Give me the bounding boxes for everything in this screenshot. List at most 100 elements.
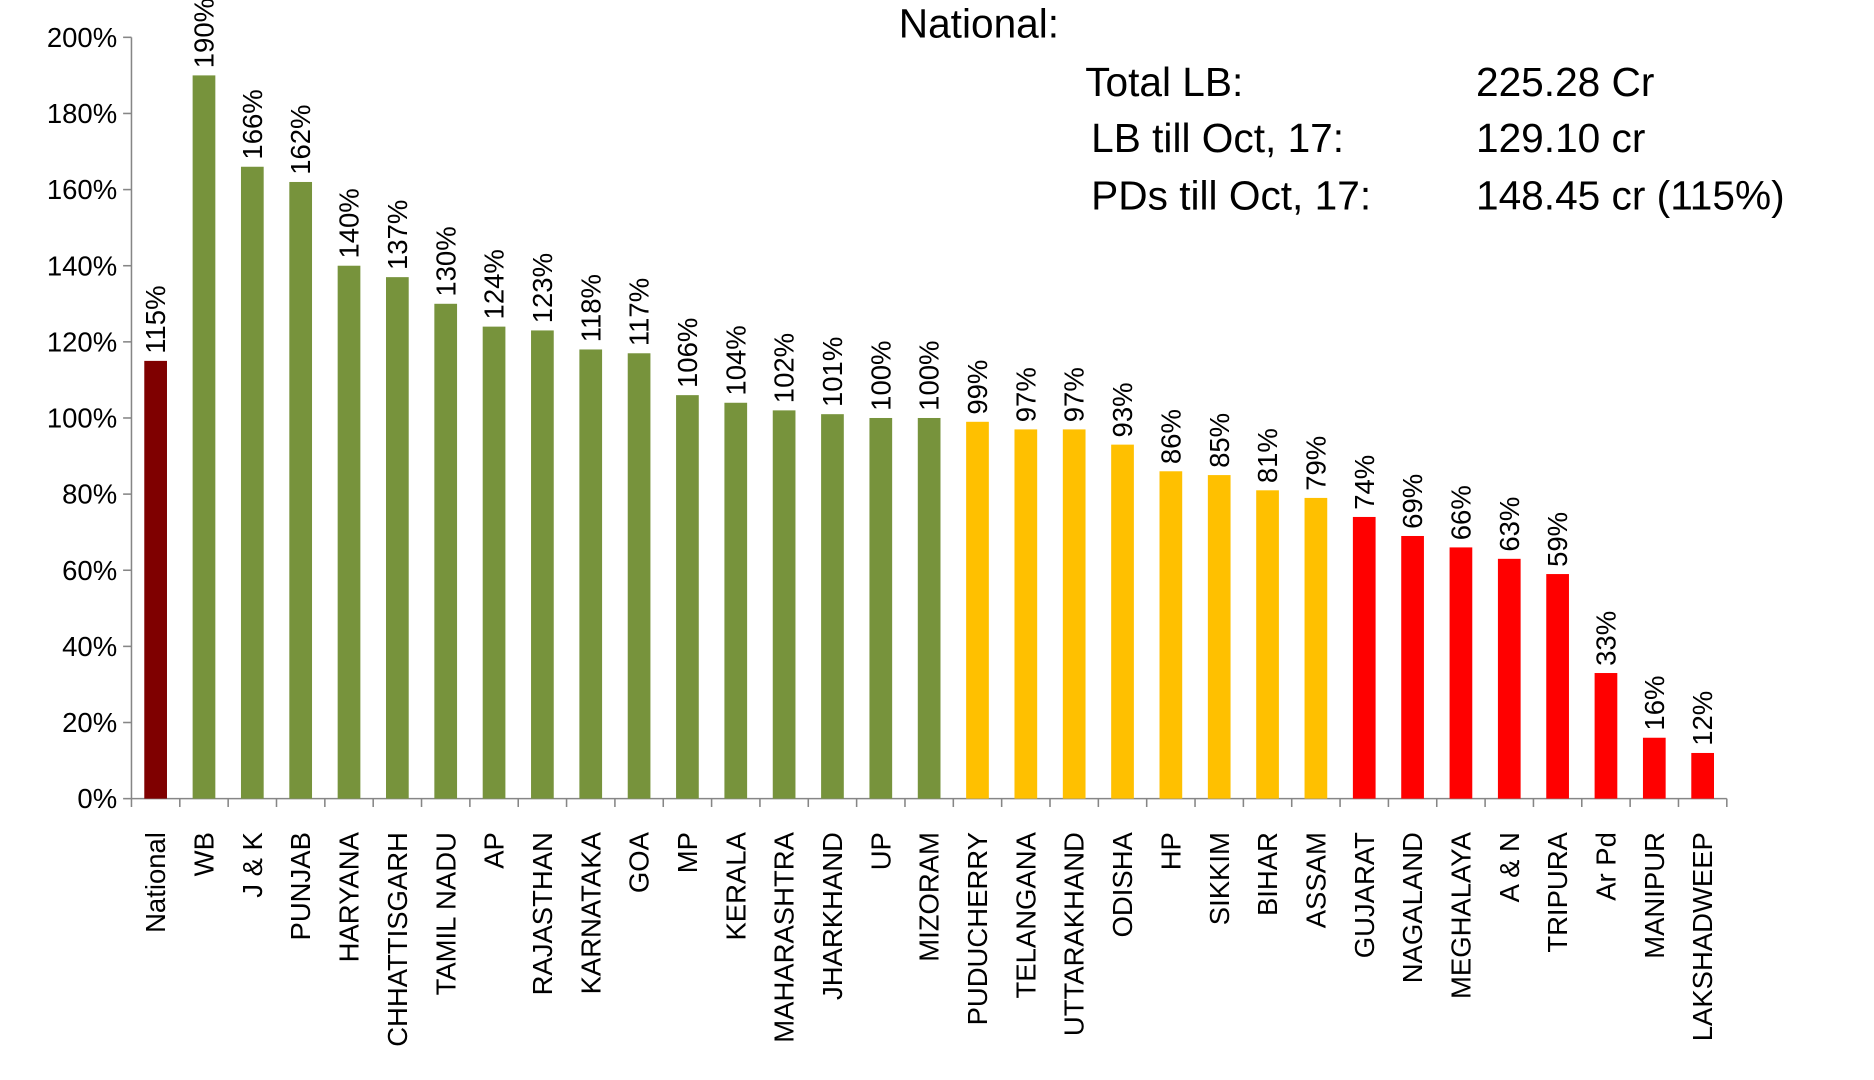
bar	[1546, 574, 1569, 799]
value-label: 33%	[1591, 611, 1622, 666]
y-tick-label: 80%	[62, 479, 117, 510]
bar	[144, 360, 167, 799]
value-label: 97%	[1059, 367, 1090, 422]
value-label: 124%	[479, 249, 510, 319]
bar	[531, 330, 554, 799]
x-tick-label: HARYANA	[334, 831, 365, 962]
value-label: 137%	[382, 200, 413, 270]
y-tick-label: 40%	[62, 631, 117, 662]
value-label: 130%	[430, 226, 461, 296]
value-label: 85%	[1204, 413, 1235, 468]
value-label: 81%	[1252, 428, 1283, 483]
annotation: LB till Oct, 17:	[1091, 115, 1344, 161]
value-label: 106%	[672, 318, 703, 388]
bar	[434, 303, 458, 799]
value-label: 93%	[1107, 382, 1138, 437]
x-tick-label: MAHARASHTRA	[769, 831, 800, 1042]
value-label: 100%	[865, 341, 896, 411]
bar	[289, 181, 313, 799]
value-label: 123%	[527, 253, 558, 323]
value-label: 140%	[334, 188, 365, 258]
value-label: 102%	[769, 333, 800, 403]
annotation: National:	[899, 0, 1059, 46]
x-tick-label: LAKSHADWEEP	[1687, 832, 1718, 1041]
value-label: 162%	[285, 105, 316, 175]
value-label: 104%	[720, 325, 751, 395]
x-tick-label: UTTARAKHAND	[1059, 832, 1090, 1036]
x-tick-label: MIZORAM	[914, 832, 945, 962]
bar	[1352, 516, 1376, 799]
bar	[1642, 737, 1666, 799]
value-label: 12%	[1687, 691, 1718, 746]
annotation: 225.28 Cr	[1476, 59, 1654, 105]
x-tick-label: KARNATAKA	[575, 831, 606, 994]
bar	[821, 414, 844, 799]
bar	[482, 326, 506, 799]
x-tick-label: PUDUCHERRY	[962, 832, 993, 1025]
annotation: 148.45 cr (115%)	[1476, 172, 1785, 218]
x-tick-label: KERALA	[720, 831, 751, 940]
value-label: 16%	[1639, 676, 1670, 731]
y-tick-label: 0%	[77, 783, 117, 814]
bar	[1159, 471, 1183, 799]
bar	[917, 417, 941, 799]
bar	[724, 402, 748, 799]
value-label: 100%	[914, 341, 945, 411]
bar	[337, 265, 361, 799]
x-tick-label: National	[140, 832, 171, 933]
value-label: 79%	[1300, 436, 1331, 491]
x-tick-label: WB	[189, 832, 220, 876]
bar	[627, 353, 651, 799]
bar	[386, 277, 409, 799]
x-tick-label: GUJARAT	[1349, 832, 1380, 958]
x-tick-label: HP	[1155, 832, 1186, 870]
x-tick-label: J & K	[237, 831, 268, 897]
value-label: 66%	[1445, 485, 1476, 540]
x-tick-label: MEGHALAYA	[1445, 831, 1476, 999]
bar	[966, 421, 989, 799]
value-label: 118%	[575, 274, 606, 342]
bar	[1594, 673, 1618, 799]
y-tick-label: 60%	[62, 555, 117, 586]
value-label: 117%	[624, 278, 655, 346]
bar	[1691, 752, 1714, 799]
x-tick-label: TELANGANA	[1010, 831, 1041, 998]
bar	[1449, 547, 1473, 799]
value-label: 59%	[1542, 512, 1573, 567]
x-tick-label: CHHATTISGARH	[382, 832, 413, 1047]
bar	[772, 410, 796, 799]
bar	[1256, 490, 1279, 799]
y-tick-label: 140%	[47, 250, 117, 281]
x-tick-label: Ar Pd	[1591, 832, 1622, 901]
y-tick-label: 100%	[47, 403, 117, 434]
x-tick-label: UP	[865, 832, 896, 870]
value-label: 74%	[1349, 455, 1380, 510]
y-tick-label: 120%	[47, 326, 117, 357]
value-label: 99%	[962, 360, 993, 415]
value-label: 86%	[1155, 409, 1186, 464]
value-label: 97%	[1010, 367, 1041, 422]
bar	[1014, 429, 1038, 799]
value-label: 69%	[1397, 474, 1428, 529]
x-tick-label: ODISHA	[1107, 831, 1138, 937]
y-tick-label: 160%	[47, 174, 117, 205]
y-tick-label: 180%	[47, 98, 117, 129]
x-tick-label: MP	[672, 832, 703, 873]
x-tick-label: SIKKIM	[1204, 832, 1235, 925]
x-tick-label: TRIPURA	[1542, 831, 1573, 952]
y-tick-label: 200%	[47, 22, 117, 53]
y-tick-label: 20%	[62, 707, 117, 738]
value-label: 101%	[817, 337, 848, 407]
annotation: Total LB:	[1085, 59, 1243, 105]
x-tick-label: BIHAR	[1252, 832, 1283, 916]
bar	[676, 395, 699, 799]
bar	[1062, 429, 1086, 799]
x-tick-label: AP	[479, 832, 510, 869]
annotation: 129.10 cr	[1476, 115, 1645, 161]
bar	[1207, 475, 1231, 799]
x-tick-label: A & N	[1494, 832, 1525, 902]
x-tick-label: MANIPUR	[1639, 832, 1670, 959]
x-tick-label: RAJASTHAN	[527, 832, 558, 995]
value-label: 190%	[189, 0, 220, 68]
bar	[579, 349, 603, 799]
